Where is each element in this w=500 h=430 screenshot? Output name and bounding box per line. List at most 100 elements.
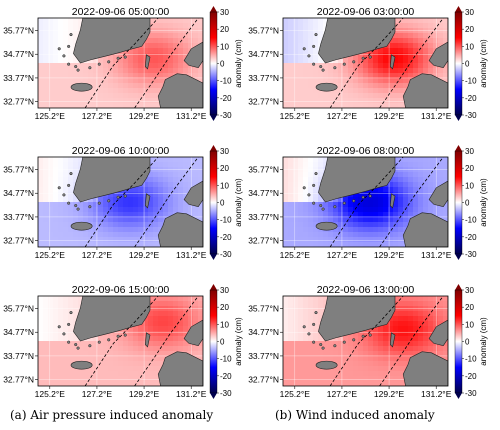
- anomaly-cell: [178, 301, 184, 307]
- anomaly-cell: [38, 296, 44, 302]
- anomaly-cell: [153, 88, 159, 94]
- anomaly-cell: [178, 23, 184, 29]
- anomaly-cell: [418, 33, 424, 39]
- anomaly-cell: [308, 33, 314, 39]
- lat-tick-label: 32.77°N: [248, 236, 279, 246]
- anomaly-cell: [158, 68, 164, 74]
- lon-tick-label: 127.2°E: [82, 389, 113, 399]
- anomaly-cell: [318, 346, 324, 352]
- anomaly-cell: [73, 311, 79, 317]
- colorbar-tick-label: 30: [220, 147, 229, 156]
- anomaly-cell: [133, 351, 139, 357]
- anomaly-cell: [293, 222, 299, 228]
- anomaly-cell: [413, 331, 419, 337]
- anomaly-cell: [348, 217, 354, 223]
- anomaly-cell: [298, 346, 304, 352]
- anomaly-cell: [353, 207, 359, 213]
- anomaly-cell: [53, 242, 59, 247]
- anomaly-cell: [348, 202, 354, 208]
- anomaly-cell: [108, 207, 114, 213]
- anomaly-cell: [108, 361, 114, 367]
- anomaly-cell: [68, 162, 74, 168]
- anomaly-cell: [378, 242, 384, 247]
- anomaly-cell: [283, 311, 289, 317]
- anomaly-cell: [108, 381, 114, 386]
- anomaly-cell: [38, 83, 44, 89]
- anomaly-cell: [138, 356, 144, 362]
- anomaly-cell: [283, 98, 289, 104]
- anomaly-cell: [293, 162, 299, 168]
- anomaly-cell: [48, 23, 54, 29]
- anomaly-cell: [48, 197, 54, 203]
- anomaly-cell: [83, 351, 89, 357]
- anomaly-cell: [153, 361, 159, 367]
- anomaly-cell: [143, 361, 149, 367]
- anomaly-cell: [283, 177, 289, 183]
- anomaly-cell: [48, 212, 54, 218]
- anomaly-cell: [128, 63, 134, 69]
- anomaly-cell: [143, 227, 149, 233]
- anomaly-cell: [63, 68, 69, 74]
- anomaly-cell: [38, 326, 44, 332]
- anomaly-cell: [158, 192, 164, 198]
- anomaly-cell: [103, 217, 109, 223]
- anomaly-cell: [293, 301, 299, 307]
- anomaly-cell: [148, 222, 154, 228]
- anomaly-cell: [318, 316, 324, 322]
- anomaly-cell: [438, 182, 444, 188]
- anomaly-cell: [48, 321, 54, 327]
- anomaly-cell: [68, 88, 74, 94]
- anomaly-cell: [433, 207, 439, 213]
- anomaly-cell: [153, 356, 159, 362]
- anomaly-cell: [83, 63, 89, 69]
- anomaly-cell: [183, 326, 189, 332]
- anomaly-cell: [198, 18, 203, 24]
- anomaly-cell: [378, 48, 384, 54]
- anomaly-cell: [373, 93, 379, 99]
- anomaly-cell: [168, 202, 174, 208]
- anomaly-cell: [193, 311, 199, 317]
- anomaly-cell: [118, 212, 124, 218]
- anomaly-cell: [303, 242, 309, 247]
- anomaly-cell: [113, 366, 119, 372]
- anomaly-cell: [313, 326, 319, 332]
- anomaly-cell: [158, 162, 164, 168]
- anomaly-cell: [418, 296, 424, 302]
- anomaly-cell: [38, 197, 44, 203]
- colorbar-tick-label: 20: [465, 303, 474, 312]
- anomaly-cell: [423, 43, 429, 49]
- anomaly-cell: [48, 43, 54, 49]
- anomaly-cell: [148, 78, 154, 84]
- anomaly-cell: [313, 217, 319, 223]
- anomaly-cell: [143, 331, 149, 337]
- anomaly-cell: [353, 83, 359, 89]
- anomaly-cell: [63, 331, 69, 337]
- anomaly-cell: [328, 237, 334, 243]
- anomaly-cell: [93, 98, 99, 104]
- anomaly-cell: [418, 326, 424, 332]
- anomaly-cell: [53, 63, 59, 69]
- anomaly-cell: [418, 23, 424, 29]
- anomaly-cell: [333, 58, 339, 64]
- small-island: [67, 183, 71, 187]
- anomaly-cell: [68, 182, 74, 188]
- small-island: [312, 44, 316, 48]
- anomaly-cell: [398, 222, 404, 228]
- lon-tick-label: 129.2°E: [129, 250, 160, 260]
- anomaly-cell: [108, 73, 114, 79]
- anomaly-cell: [343, 78, 349, 84]
- anomaly-cell: [373, 78, 379, 84]
- anomaly-cell: [393, 157, 399, 163]
- anomaly-cell: [83, 217, 89, 223]
- anomaly-cell: [108, 336, 114, 342]
- anomaly-cell: [373, 232, 379, 238]
- anomaly-cell: [383, 336, 389, 342]
- anomaly-cell: [143, 217, 149, 223]
- anomaly-cell: [58, 336, 64, 342]
- anomaly-cell: [128, 68, 134, 74]
- anomaly-cell: [428, 48, 434, 54]
- anomaly-cell: [153, 182, 159, 188]
- lat-tick-label: 32.77°N: [3, 97, 34, 107]
- anomaly-cell: [308, 381, 314, 386]
